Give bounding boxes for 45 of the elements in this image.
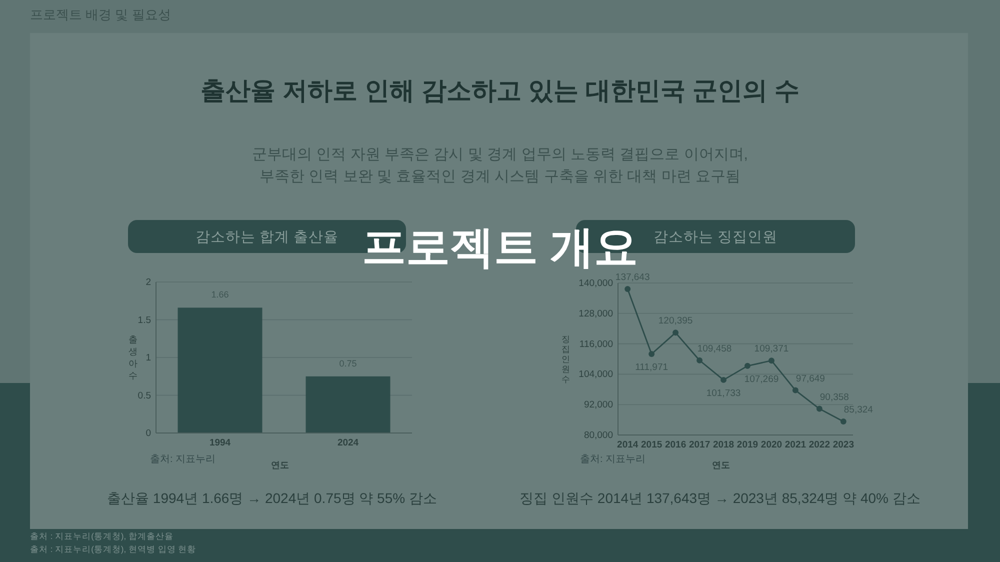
y-tick-label: 0 (146, 428, 151, 440)
point (624, 286, 631, 292)
point (696, 357, 703, 364)
y-axis-title: 출생아수 (128, 334, 138, 380)
x-tick-label: 2021 (784, 440, 807, 451)
point (672, 330, 679, 336)
x-axis-title: 연도 (271, 460, 289, 470)
x-tick-label: 2014 (617, 440, 639, 451)
y-tick-label: 1 (146, 352, 151, 364)
x-tick-label: 2024 (337, 438, 360, 449)
y-tick-label: 128,000 (578, 308, 613, 320)
point (792, 387, 798, 394)
x-tick-label: 1994 (209, 438, 232, 449)
x-axis-title: 연도 (712, 460, 730, 470)
y-tick-label: 140,000 (578, 278, 613, 290)
y-tick-label: 116,000 (579, 338, 613, 350)
x-tick-label: 2016 (664, 440, 686, 451)
chart-title: 감소하는 징집인원 (653, 230, 778, 246)
text: 프로젝트 개요 (362, 223, 638, 272)
point (768, 358, 774, 364)
point (840, 418, 846, 424)
point (648, 351, 655, 357)
y-tick-label: 92,000 (584, 400, 613, 411)
text: 출산율 저하로 인해 감소하고 있는 대한민국 군인의 수 (200, 77, 800, 105)
x-tick-label: 2017 (688, 440, 710, 451)
point (720, 376, 726, 383)
y-tick-label: 2 (146, 277, 151, 288)
text: 징집 인원수 2014년 137,643명 → 2023년 85,324명 약 40% 감소 (520, 490, 920, 506)
y-axis-title: 징집인원수 (562, 334, 570, 384)
x-tick-label: 2023 (832, 440, 854, 451)
y-tick-label: 0.5 (138, 390, 151, 402)
source-note: 출처 : 지표누리(통계청), 현역병 입영 현황 (30, 544, 196, 554)
point (816, 406, 822, 412)
x-tick-label: 2022 (808, 440, 830, 451)
source-note: 출처 : 지표누리(통계청), 합계출산율 (30, 531, 174, 541)
point (744, 362, 750, 369)
chart-title: 감소하는 합계 출산율 (195, 230, 339, 246)
y-tick-label: 104,000 (578, 369, 613, 380)
y-tick-label: 1.5 (138, 314, 151, 326)
x-tick-label: 2018 (712, 440, 734, 451)
y-tick-label: 80,000 (584, 430, 613, 442)
x-tick-label: 2020 (760, 440, 782, 451)
x-tick-label: 2019 (736, 440, 758, 451)
text: 출산율 1994년 1.66명 → 2024년 0.75명 약 55% 감소 (107, 490, 437, 506)
x-tick-label: 2015 (641, 440, 663, 451)
